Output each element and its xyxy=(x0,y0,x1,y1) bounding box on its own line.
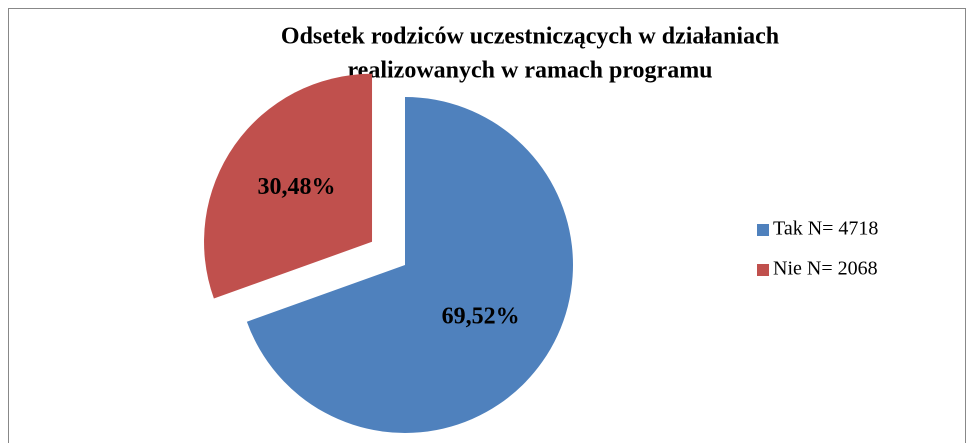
pie-slice xyxy=(204,73,373,299)
legend-label: Nie N= 2068 xyxy=(773,258,878,280)
legend-swatch xyxy=(757,264,769,276)
data-label: 69,52% xyxy=(442,304,520,330)
pie-slice xyxy=(246,97,573,433)
chart-title: realizowanych w ramach programu xyxy=(347,58,712,84)
chart-title: Odsetek rodziców uczestniczących w dział… xyxy=(281,24,779,50)
data-label: 30,48% xyxy=(257,174,335,200)
legend-swatch xyxy=(757,224,769,236)
legend-label: Tak N= 4718 xyxy=(773,218,878,240)
